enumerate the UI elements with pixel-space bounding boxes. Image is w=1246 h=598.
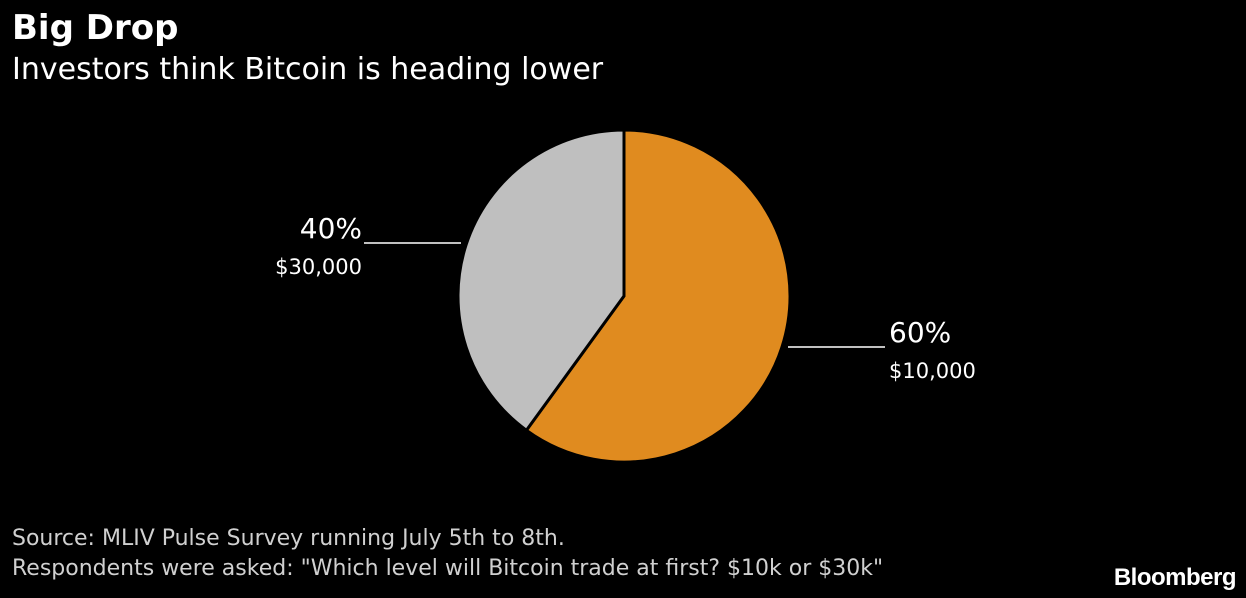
slice-category-label-10-000: $10,000 — [889, 359, 976, 383]
bloomberg-logo: Bloomberg — [1113, 564, 1237, 591]
pie-slice-10-000 — [524, 128, 792, 464]
chart-title: Big Drop — [12, 8, 179, 48]
pie-slice-30-000 — [456, 128, 626, 432]
slice-value-label-10-000: 60% — [889, 316, 951, 349]
slice-category-label-30-000: $30,000 — [275, 255, 362, 279]
slice-value-label-30-000: 40% — [300, 212, 362, 245]
chart-subtitle: Investors think Bitcoin is heading lower — [12, 52, 604, 87]
survey-question-note: Respondents were asked: "Which level wil… — [12, 556, 884, 581]
source-note: Source: MLIV Pulse Survey running July 5… — [12, 526, 565, 551]
